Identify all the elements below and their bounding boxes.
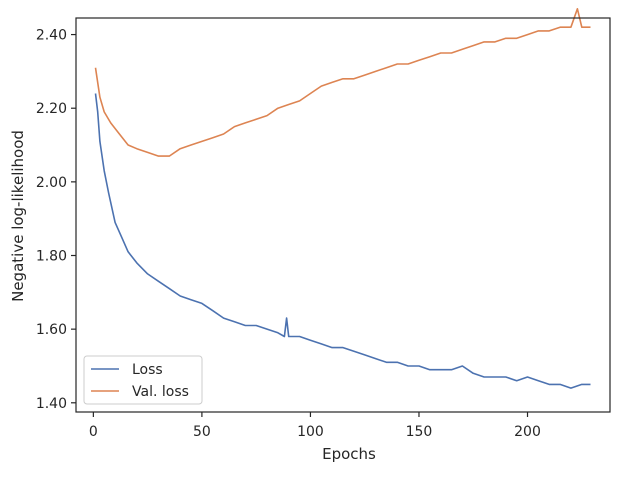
legend-label: Val. loss — [132, 384, 189, 400]
y-tick-label: 1.40 — [36, 396, 67, 412]
x-tick-label: 150 — [406, 424, 433, 440]
series-layer — [94, 8, 591, 389]
y-tick-label: 2.40 — [36, 28, 67, 44]
x-axis-label: Epochs — [322, 445, 376, 463]
legend-label: Loss — [132, 362, 163, 378]
legend-box — [83, 355, 203, 405]
legend: Loss Val. loss — [83, 355, 203, 405]
y-tick-label: 2.20 — [36, 101, 67, 117]
x-tick-label: 0 — [89, 424, 98, 440]
x-tick-label: 100 — [297, 424, 324, 440]
x-tick-label: 50 — [193, 424, 211, 440]
y-axis: 1.40 1.60 1.80 2.00 2.20 2.40 — [36, 28, 76, 412]
y-tick-label: 2.00 — [36, 175, 67, 191]
x-tick-label: 200 — [514, 424, 541, 440]
y-axis-label: Negative log-likelihood — [9, 130, 27, 302]
x-axis: 0 50 100 150 200 — [89, 412, 541, 440]
y-tick-label: 1.60 — [36, 322, 67, 338]
y-tick-label: 1.80 — [36, 249, 67, 265]
plot-frame — [75, 17, 611, 413]
series-line-loss — [94, 93, 591, 389]
series-line-val-loss — [94, 8, 591, 157]
